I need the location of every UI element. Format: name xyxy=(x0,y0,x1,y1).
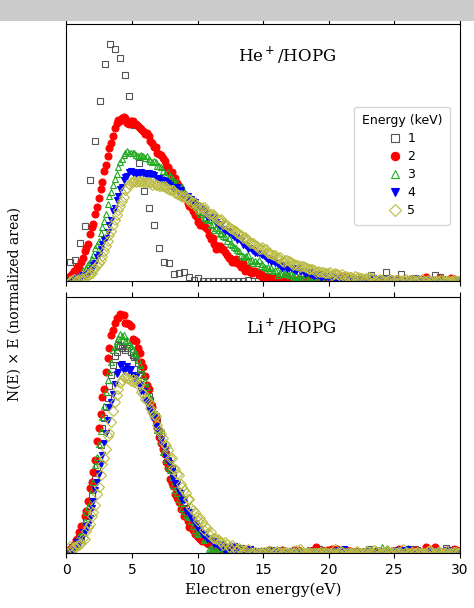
Text: He$^+$/HOPG: He$^+$/HOPG xyxy=(237,45,336,66)
Text: N(E) × E (normalized area): N(E) × E (normalized area) xyxy=(7,207,21,401)
Text: Li$^+$/HOPG: Li$^+$/HOPG xyxy=(246,317,336,338)
Legend: 1, 2, 3, 4, 5: 1, 2, 3, 4, 5 xyxy=(354,106,450,224)
X-axis label: Electron energy(eV): Electron energy(eV) xyxy=(185,582,341,597)
